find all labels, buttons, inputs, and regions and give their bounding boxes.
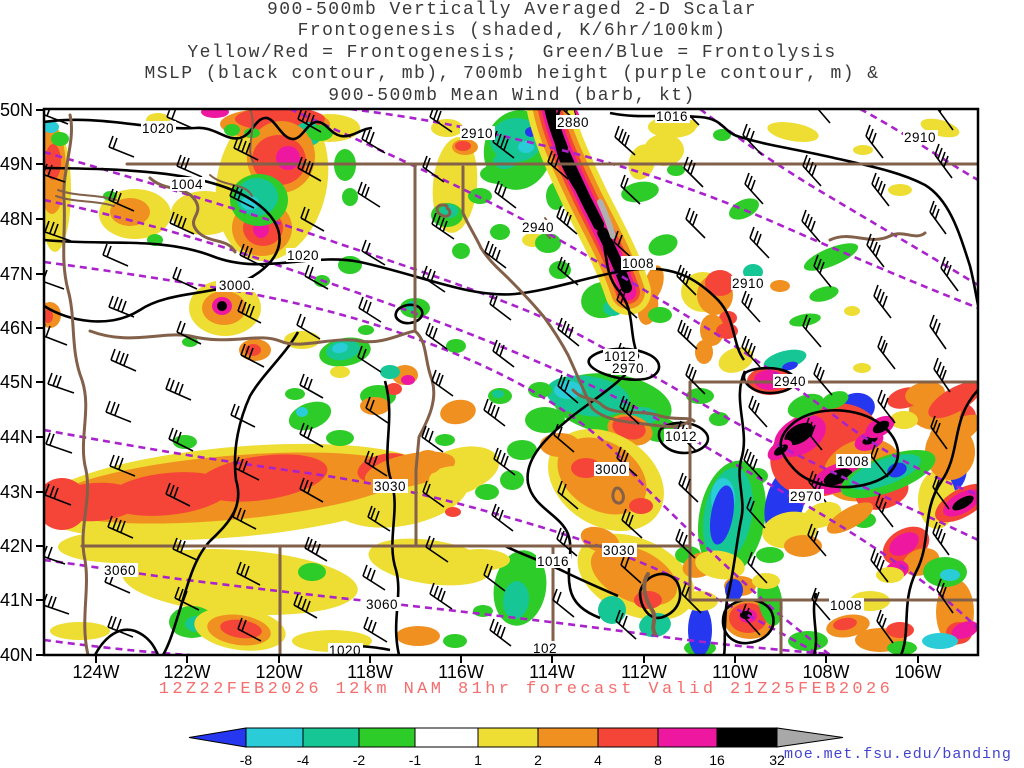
svg-text:3030: 3030 bbox=[374, 479, 406, 494]
svg-text:2880: 2880 bbox=[557, 115, 589, 130]
svg-text:2910: 2910 bbox=[732, 276, 764, 291]
svg-text:2910: 2910 bbox=[461, 126, 493, 141]
svg-text:-1: -1 bbox=[409, 752, 422, 768]
svg-text:2940: 2940 bbox=[774, 374, 806, 389]
svg-text:41N: 41N bbox=[0, 590, 33, 610]
svg-text:-4: -4 bbox=[297, 752, 310, 768]
svg-text:40N: 40N bbox=[0, 645, 33, 665]
svg-text:1: 1 bbox=[474, 752, 482, 768]
svg-text:1012: 1012 bbox=[665, 429, 697, 444]
svg-text:1008: 1008 bbox=[830, 598, 862, 613]
svg-text:112W: 112W bbox=[621, 662, 667, 682]
svg-text:3060: 3060 bbox=[366, 597, 398, 612]
svg-text:1020: 1020 bbox=[329, 643, 361, 658]
svg-text:50N: 50N bbox=[0, 100, 33, 120]
svg-text:3000.: 3000. bbox=[219, 278, 255, 293]
svg-text:-2: -2 bbox=[353, 752, 366, 768]
svg-text:32: 32 bbox=[769, 752, 785, 768]
svg-text:1020: 1020 bbox=[142, 121, 174, 136]
svg-text:47N: 47N bbox=[0, 264, 33, 284]
svg-text:-8: -8 bbox=[240, 752, 253, 768]
svg-text:3000: 3000 bbox=[595, 462, 627, 477]
svg-text:1008: 1008 bbox=[837, 454, 869, 469]
svg-text:1020: 1020 bbox=[287, 248, 319, 263]
svg-text:44N: 44N bbox=[0, 427, 33, 447]
svg-text:48N: 48N bbox=[0, 209, 33, 229]
svg-text:108W: 108W bbox=[802, 662, 849, 682]
svg-text:1008: 1008 bbox=[622, 256, 654, 271]
svg-text:2: 2 bbox=[534, 752, 542, 768]
svg-text:4: 4 bbox=[594, 752, 602, 768]
svg-text:106W: 106W bbox=[894, 662, 941, 682]
svg-text:110W: 110W bbox=[712, 662, 758, 682]
svg-text:122W: 122W bbox=[163, 662, 210, 682]
svg-text:2970: 2970 bbox=[790, 489, 822, 504]
svg-text:102: 102 bbox=[533, 641, 557, 656]
svg-text:2940: 2940 bbox=[522, 220, 554, 235]
svg-text:8: 8 bbox=[654, 752, 662, 768]
svg-text:1016: 1016 bbox=[656, 109, 688, 124]
svg-text:2970: 2970 bbox=[612, 361, 644, 376]
svg-text:114W: 114W bbox=[529, 662, 575, 682]
svg-text:45N: 45N bbox=[0, 372, 33, 392]
svg-text:42N: 42N bbox=[0, 536, 33, 556]
svg-text:116W: 116W bbox=[438, 662, 484, 682]
svg-text:1004: 1004 bbox=[171, 177, 203, 192]
svg-text:124W: 124W bbox=[72, 662, 119, 682]
svg-text:46N: 46N bbox=[0, 318, 33, 338]
svg-text:1016: 1016 bbox=[537, 554, 569, 569]
svg-text:3060: 3060 bbox=[104, 563, 136, 578]
svg-text:16: 16 bbox=[709, 752, 725, 768]
svg-text:49N: 49N bbox=[0, 154, 33, 174]
svg-text:2910: 2910 bbox=[904, 130, 936, 145]
svg-text:1012: 1012 bbox=[604, 349, 636, 364]
svg-text:43N: 43N bbox=[0, 482, 33, 502]
svg-text:3030: 3030 bbox=[603, 543, 635, 558]
svg-text:120W: 120W bbox=[255, 662, 302, 682]
svg-text:118W: 118W bbox=[347, 662, 393, 682]
